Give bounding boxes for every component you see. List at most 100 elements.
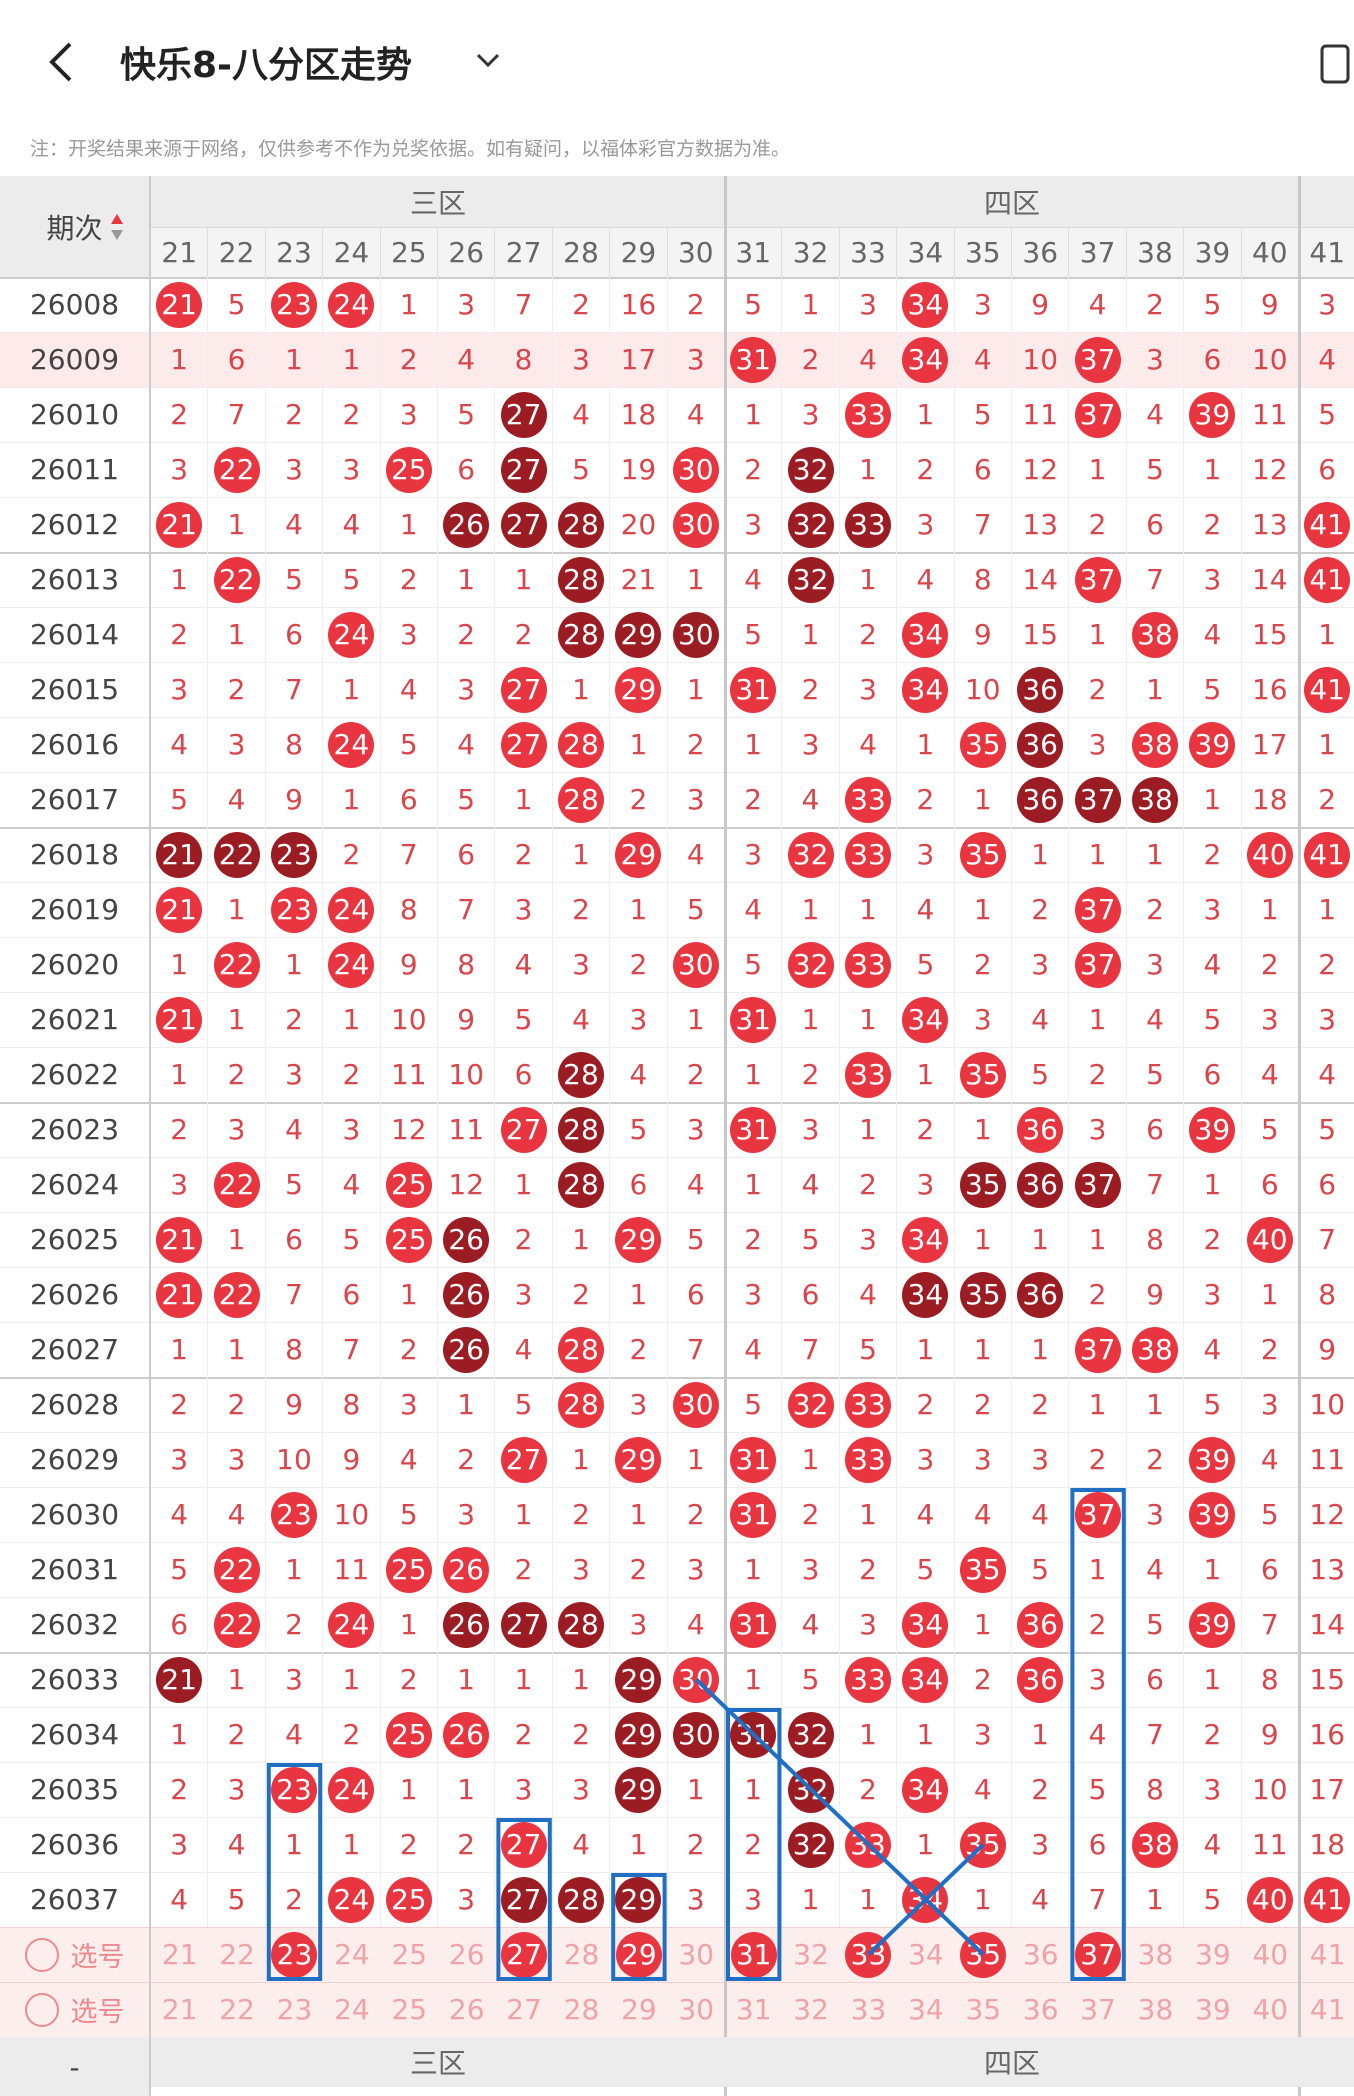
select-cell[interactable]: 33 (850, 1993, 887, 2026)
trend-cell: 2 (840, 1157, 898, 1212)
select-cell[interactable]: 37 (1069, 1927, 1126, 1982)
select-cell[interactable]: 31 (735, 1993, 772, 2026)
select-cell[interactable]: 30 (678, 1938, 715, 1971)
issue-header[interactable]: 期次 (0, 176, 151, 277)
trend-cell: 7 (1127, 1157, 1185, 1212)
trend-cell: 21 (151, 497, 209, 552)
select-cell[interactable]: 41 (1309, 1938, 1346, 1971)
back-button[interactable] (40, 38, 80, 86)
number-ball: 29 (615, 1436, 662, 1483)
trend-cell: 29 (610, 1212, 668, 1267)
trend-cell: 4 (438, 717, 496, 772)
select-cell[interactable]: 35 (965, 1993, 1002, 2026)
select-cell[interactable]: 21 (161, 1993, 198, 2026)
select-cell[interactable]: 26 (448, 1993, 485, 2026)
trend-cell: 2 (151, 1102, 209, 1157)
trend-cell: 6 (955, 442, 1012, 497)
title-dropdown[interactable] (474, 50, 502, 70)
select-cell[interactable]: 28 (563, 1993, 600, 2026)
number-ball: 37 (1074, 336, 1121, 383)
select-label[interactable]: 选号 (0, 1927, 151, 1982)
trend-cell: 7 (1127, 1707, 1185, 1762)
select-cell[interactable]: 40 (1252, 1993, 1289, 2026)
select-cell[interactable]: 29 (610, 1927, 667, 1982)
trend-cell: 1 (323, 1817, 381, 1872)
trend-cell: 1 (495, 772, 553, 827)
trend-cell: 1 (1069, 827, 1127, 882)
trend-cell: 2 (782, 332, 840, 387)
trend-cell: 28 (553, 1157, 611, 1212)
trend-cell: 5 (725, 937, 783, 992)
select-cell[interactable]: 27 (506, 1993, 542, 2026)
trend-cell: 1 (840, 442, 898, 497)
trend-cell: 11 (1299, 1432, 1354, 1487)
number-ball: 26 (443, 1216, 490, 1263)
trend-cell: 3 (610, 1597, 668, 1652)
number-ball: 22 (213, 831, 260, 878)
select-label[interactable]: 选号 (0, 1982, 151, 2037)
issue-number: 26012 (0, 497, 151, 552)
trend-cell: 21 (151, 1267, 209, 1322)
select-cell[interactable]: 32 (793, 1993, 829, 2026)
trend-cell: 24 (323, 937, 381, 992)
select-cell[interactable]: 40 (1252, 1938, 1289, 1971)
trend-cell: 23 (266, 827, 324, 882)
trend-cell: 8 (438, 937, 496, 992)
select-cell[interactable]: 24 (334, 1993, 370, 2026)
trend-cell: 6 (1127, 497, 1185, 552)
trend-cell: 28 (553, 1597, 611, 1652)
trend-cell: 4 (151, 717, 209, 772)
number-ball: 27 (500, 501, 547, 548)
select-cell[interactable]: 29 (621, 1993, 657, 2026)
trend-cell: 25 (381, 1212, 438, 1267)
select-cell[interactable]: 31 (725, 1927, 782, 1982)
trend-cell: 5 (782, 1652, 840, 1707)
select-cell[interactable]: 37 (1080, 1993, 1116, 2026)
trend-cell: 3 (495, 1267, 553, 1322)
trend-cell: 5 (955, 387, 1012, 442)
trend-cell: 2 (266, 387, 324, 442)
select-cell[interactable]: 21 (161, 1938, 198, 1971)
phone-icon[interactable] (1318, 42, 1354, 86)
number-ball: 32 (787, 556, 834, 603)
number-ball: 21 (156, 1216, 203, 1263)
trend-cell: 3 (553, 1542, 611, 1597)
select-cell[interactable]: 25 (391, 1993, 428, 2026)
select-cell[interactable]: 41 (1309, 1993, 1346, 2026)
select-cell[interactable]: 22 (219, 1938, 255, 1971)
trend-cell: 24 (323, 277, 381, 332)
select-cell[interactable]: 22 (219, 1993, 255, 2026)
select-cell[interactable]: 24 (334, 1938, 370, 1971)
select-cell[interactable]: 25 (391, 1938, 428, 1971)
number-ball: 37 (1074, 1326, 1121, 1373)
select-cell[interactable]: 34 (908, 1938, 944, 1971)
select-cell[interactable]: 39 (1195, 1993, 1231, 2026)
select-cell[interactable]: 36 (1022, 1993, 1059, 2026)
trend-cell: 3 (897, 1432, 955, 1487)
select-cell[interactable]: 26 (448, 1938, 485, 1971)
select-cell[interactable]: 38 (1137, 1938, 1174, 1971)
trend-cell: 25 (381, 442, 438, 497)
number-ball: 27 (500, 1601, 547, 1648)
select-cell[interactable]: 27 (495, 1927, 552, 1982)
select-cell[interactable]: 36 (1022, 1938, 1059, 1971)
annotation (694, 1678, 985, 1956)
select-cell[interactable]: 32 (793, 1938, 829, 1971)
select-cell[interactable]: 23 (276, 1993, 313, 2026)
number-ball: 40 (1246, 831, 1293, 878)
trend-cell: 3 (782, 1542, 840, 1597)
number-ball: 28 (557, 1051, 604, 1098)
select-cell[interactable]: 23 (266, 1927, 323, 1982)
table-row-bg (0, 1872, 1354, 1927)
trend-cell: 23 (266, 1762, 324, 1817)
select-cell[interactable]: 30 (678, 1993, 715, 2026)
issue-number: 26026 (0, 1267, 151, 1322)
trend-cell: 5 (1012, 1047, 1070, 1102)
trend-cell: 1 (840, 882, 898, 937)
select-label-text: 选号 (70, 1997, 125, 2028)
select-cell[interactable]: 28 (563, 1938, 600, 1971)
trend-cell: 31 (725, 332, 783, 387)
select-cell[interactable]: 34 (908, 1993, 944, 2026)
select-cell[interactable]: 39 (1195, 1938, 1231, 1971)
select-cell[interactable]: 38 (1137, 1993, 1174, 2026)
